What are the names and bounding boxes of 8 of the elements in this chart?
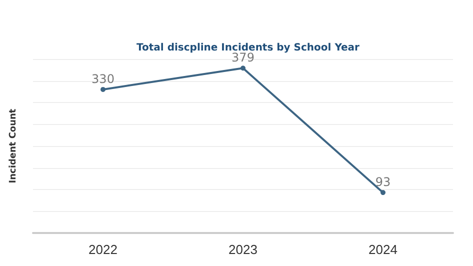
data-label: 93	[375, 175, 391, 190]
x-tick-label: 2024	[368, 242, 398, 257]
x-tick-label: 2023	[228, 242, 258, 257]
data-label: 379	[232, 50, 254, 65]
x-tick-label: 2022	[88, 242, 118, 257]
chart-title: Total discpline Incidents by School Year	[136, 42, 360, 54]
data-label: 330	[92, 72, 114, 86]
y-axis-title: Incident Count	[8, 108, 18, 184]
